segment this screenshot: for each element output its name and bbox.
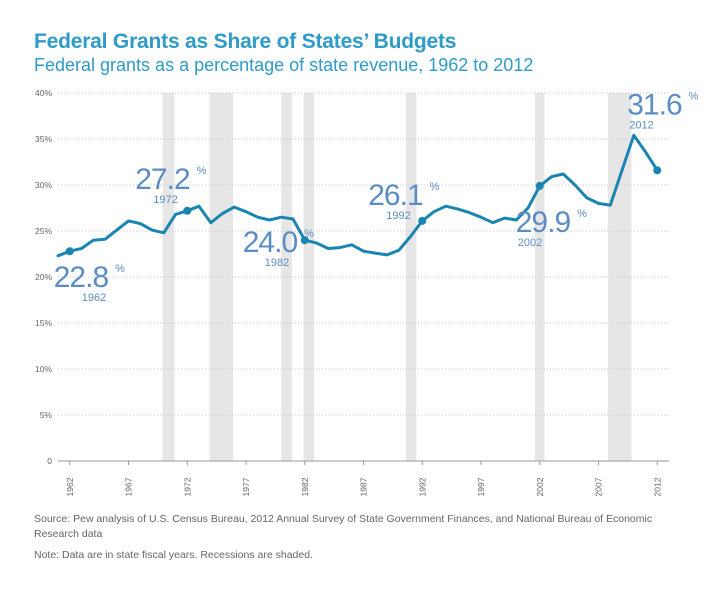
y-tick-label: 35% <box>35 134 52 144</box>
callout-year: 2012 <box>629 119 653 131</box>
callout-percent-sign: % <box>197 165 207 177</box>
y-tick-label: 5% <box>40 410 53 420</box>
callout-value: 22.8 <box>54 261 109 294</box>
callout-percent-sign: % <box>577 208 587 220</box>
x-tick-label: 1987 <box>359 477 369 496</box>
highlight-point <box>418 216 427 225</box>
x-tick-label: 1967 <box>124 477 134 496</box>
recession-band <box>535 93 545 461</box>
footnote: Note: Data are in state fiscal years. Re… <box>34 549 313 561</box>
x-tick-label: 2007 <box>594 477 604 496</box>
chart-subtitle: Federal grants as a percentage of state … <box>34 55 534 75</box>
highlight-point <box>535 181 544 190</box>
callout-value: 27.2 <box>135 163 190 196</box>
x-tick-label: 1997 <box>476 477 486 496</box>
series-line <box>56 133 659 258</box>
y-tick-label: 0 <box>47 456 52 466</box>
highlight-point <box>653 166 662 175</box>
axes: 0 5% 10% 15% 20% 25% 30% 35% 40% 1962 1967 1972 1977… <box>35 88 662 496</box>
x-tick-label: 1977 <box>241 477 251 496</box>
callout-year: 1982 <box>265 257 289 269</box>
callout-year: 1962 <box>82 292 106 304</box>
series-line-federal-grants <box>56 133 659 258</box>
x-tick-label: 2002 <box>535 477 545 496</box>
callout-percent-sign: % <box>115 263 125 275</box>
line-chart: 0 5% 10% 15% 20% 25% 30% 35% 40% 1962 1967 1972 1977… <box>35 88 699 496</box>
chart-title: Federal Grants as Share of States’ Budge… <box>34 30 457 53</box>
y-tick-label: 15% <box>35 318 52 328</box>
highlight-point <box>65 247 74 256</box>
y-tick-label: 40% <box>35 88 52 98</box>
x-tick-label: 1992 <box>417 477 427 496</box>
y-tick-label: 30% <box>35 180 52 190</box>
callout-value: 26.1 <box>368 179 423 212</box>
recession-band <box>303 93 315 461</box>
highlight-point <box>183 206 192 215</box>
x-tick-label: 2012 <box>652 477 662 496</box>
x-tick-label: 1972 <box>182 477 192 496</box>
recession-band <box>209 93 234 461</box>
gridlines <box>58 92 669 462</box>
callout-percent-sign: % <box>430 181 440 193</box>
highlight-point <box>300 236 309 245</box>
callout-percent-sign: % <box>304 228 314 240</box>
annotations: 22.8 % 1962 27.2 % 1972 24.0 % 1982 26.1 % 1992 29.9… <box>54 88 699 304</box>
recession-band <box>162 93 175 461</box>
callout-value: 24.0 <box>243 226 298 259</box>
callout-value: 29.9 <box>516 206 571 239</box>
callout-year: 1992 <box>386 210 410 222</box>
callout-value: 31.6 <box>627 88 682 121</box>
source-note: Source: Pew analysis of U.S. Census Bure… <box>34 513 653 540</box>
y-tick-label: 10% <box>35 364 52 374</box>
callout-percent-sign: % <box>689 90 699 102</box>
x-tick-label: 1982 <box>300 477 310 496</box>
callout-year: 2002 <box>518 237 542 249</box>
y-tick-label: 20% <box>35 272 52 282</box>
recession-band <box>405 93 417 461</box>
y-tick-label: 25% <box>35 226 52 236</box>
x-tick-label: 1962 <box>65 477 75 496</box>
callout-year: 1972 <box>153 194 177 206</box>
